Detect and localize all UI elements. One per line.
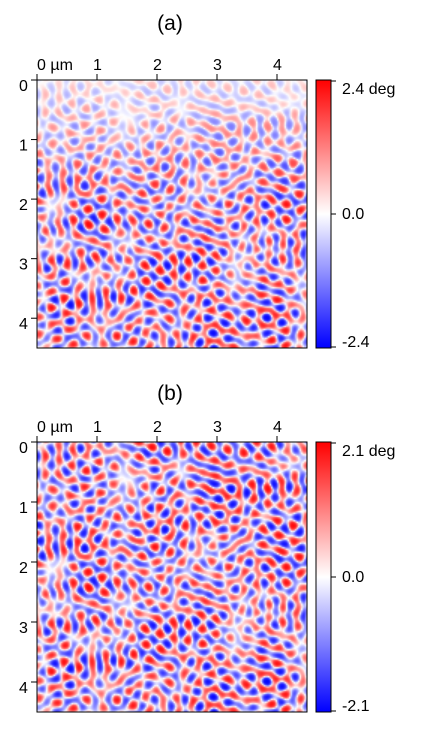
colorbar-min-label: -2.4 [342,334,370,351]
chart-a-svg: 0 µm 1 2 3 4 0 1 2 3 4 2.4 deg 0.0 -2.4 [19,57,395,351]
x-tick-label: 1 [93,419,102,436]
x-tick-label: 4 [273,419,282,436]
x-tick-label: 0 µm [37,419,73,436]
panel-a: (a) 0 µm 1 2 3 4 0 1 2 3 4 2.4 deg 0.0 -2.4 [0,0,428,370]
y-tick-label: 2 [19,560,28,577]
y-tick-label: 0 [19,440,28,457]
colorbar-mid-label: 0.0 [342,206,364,223]
x-tick-label: 2 [153,419,162,436]
x-tick-label: 2 [153,57,162,74]
y-tick-label: 3 [19,257,28,274]
colorbar-max-label: 2.1 deg [342,443,395,460]
heatmap-image [37,442,307,712]
colorbar [315,441,332,713]
y-tick-label: 1 [19,500,28,517]
x-tick-label: 0 µm [37,57,73,74]
y-tick-label: 3 [19,620,28,637]
colorbar [315,79,332,349]
heatmap-image [37,80,307,348]
colorbar-max-label: 2.4 deg [342,81,395,98]
x-tick-label: 3 [213,57,222,74]
chart-b-svg: 0 µm 1 2 3 4 0 1 2 3 4 2.1 deg 0.0 -2.1 [19,419,395,715]
y-tick-label: 4 [19,316,28,333]
y-tick-label: 1 [19,138,28,155]
colorbar-min-label: -2.1 [342,698,370,715]
panel-title: (a) [157,12,183,35]
x-tick-label: 3 [213,419,222,436]
y-tick-label: 2 [19,197,28,214]
plot-frame [36,441,308,713]
y-tick-label: 4 [19,680,28,697]
x-tick-label: 1 [93,57,102,74]
panel-title: (b) [157,382,183,405]
x-tick-label: 4 [273,57,282,74]
y-tick-label: 0 [19,78,28,95]
plot-frame [36,79,308,349]
panel-b: (b) 0 µm 1 2 3 4 0 1 2 3 4 2.1 deg 0.0 -2.1 [0,370,428,740]
colorbar-mid-label: 0.0 [342,569,364,586]
